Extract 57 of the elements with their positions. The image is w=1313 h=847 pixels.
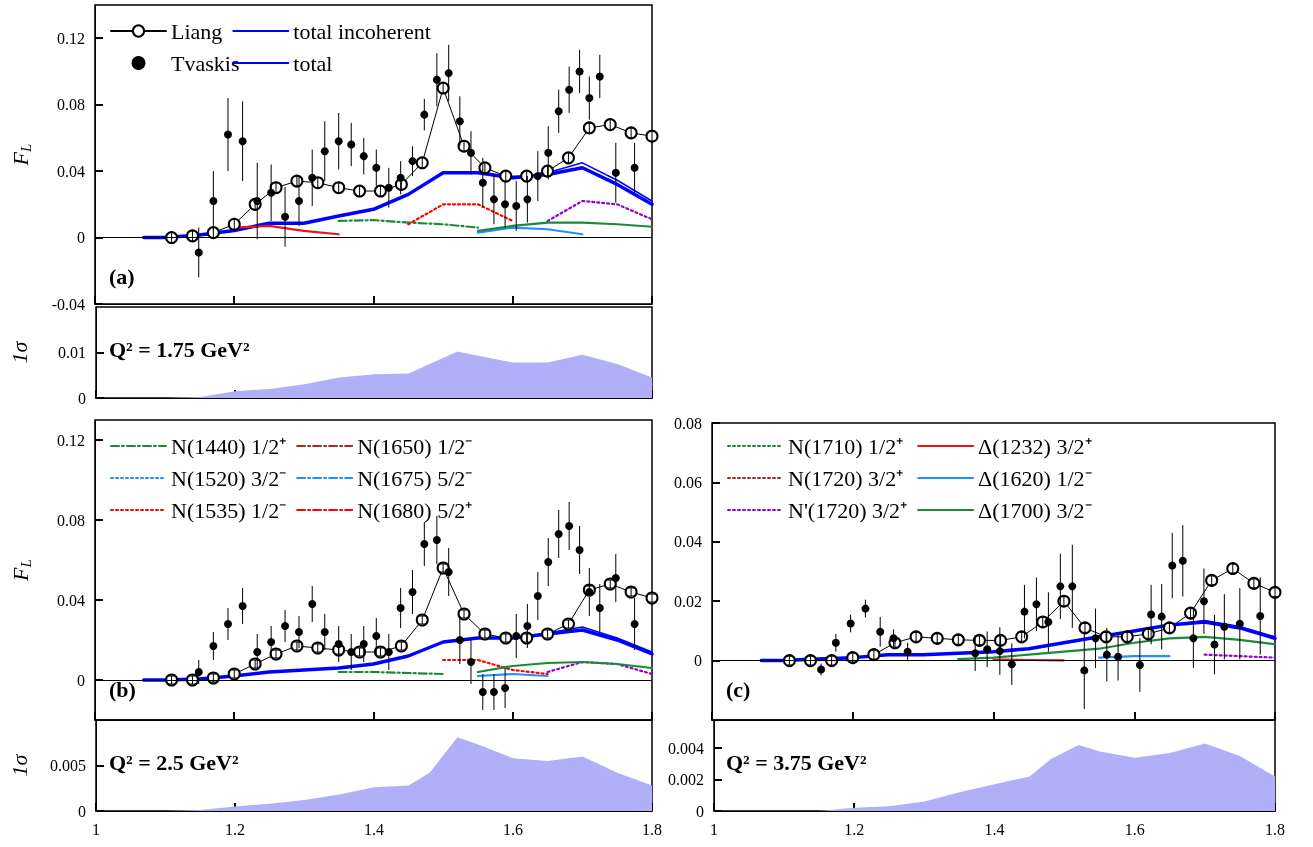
y-tick-label: 0.004 [668, 739, 704, 757]
y-tick-label: 0 [694, 652, 702, 670]
y-axis-title: 1σ [6, 340, 32, 364]
legend-label: N(1440) 1/2⁺ [171, 433, 287, 459]
y-tick-label: 0 [696, 802, 704, 820]
x-tick-label: 1 [710, 820, 718, 838]
legend-label: total incoherent [293, 18, 431, 44]
legend-label: N(1535) 1/2⁻ [171, 497, 287, 523]
y-tick-label: 0.04 [674, 533, 702, 551]
legend-label: total [293, 50, 333, 76]
y-tick-label: 0.12 [57, 29, 85, 47]
annotation: (b) [109, 676, 136, 702]
x-tick-label: 1.2 [225, 820, 245, 838]
y-tick-label: 0.002 [668, 771, 704, 789]
x-tick-label: 1.6 [503, 820, 523, 838]
legend-label: N(1710) 1/2⁺ [788, 433, 904, 459]
y-tick-label: -0.04 [51, 295, 85, 313]
legend-label: Tvaskis [171, 50, 240, 76]
legend-label: N(1520) 3/2⁻ [171, 465, 287, 491]
y-axis-title: 1σ [6, 753, 32, 777]
annotation: Q² = 2.5 GeV² [109, 750, 240, 775]
y-tick-label: 0.01 [58, 344, 86, 361]
y-tick-label: 0.04 [57, 591, 85, 609]
legend-label: N(1680) 5/2⁺ [357, 497, 473, 523]
x-tick-label: 1 [92, 820, 100, 838]
annotation: Q² = 1.75 GeV² [109, 337, 251, 362]
y-tick-label: 0.08 [57, 96, 85, 114]
y-tick-label: 0 [78, 389, 86, 407]
x-tick-label: 1.8 [1265, 820, 1285, 838]
annotation: (a) [109, 263, 135, 289]
legend-label: N(1650) 1/2⁻ [357, 433, 473, 459]
y-tick-label: 0.08 [57, 511, 85, 529]
legend-label: Liang [171, 18, 223, 44]
y-tick-label: 0 [77, 229, 85, 247]
y-tick-label: 0.06 [674, 473, 702, 491]
y-tick-label: 0.12 [57, 431, 85, 449]
y-tick-label: 0.08 [674, 414, 702, 432]
y-tick-label: 0.02 [674, 592, 702, 610]
legend-label: Δ(1700) 3/2⁻ [978, 497, 1092, 523]
x-tick-label: 1.8 [642, 820, 662, 838]
legend-label: Δ(1620) 1/2⁻ [978, 465, 1092, 491]
y-tick-label: 0.04 [57, 162, 85, 180]
x-tick-label: 1.2 [844, 820, 865, 838]
legend-label: Δ(1232) 3/2⁺ [978, 433, 1092, 459]
legend-label: N(1675) 5/2⁻ [357, 465, 473, 491]
y-tick-label: 0 [77, 671, 85, 689]
legend-label: N'(1720) 3/2⁺ [788, 497, 908, 523]
y-axis-title: FL [8, 559, 34, 582]
legend-label: N(1720) 3/2⁺ [788, 465, 904, 491]
y-axis-title: FL [8, 143, 34, 167]
y-tick-label: 0 [78, 802, 86, 820]
x-tick-label: 1.6 [1124, 820, 1145, 838]
x-tick-label: 1.4 [984, 820, 1005, 838]
annotation: Q² = 3.75 GeV² [726, 750, 868, 775]
annotation: (c) [726, 676, 751, 702]
x-tick-label: 1.4 [364, 820, 384, 838]
y-tick-label: 0.005 [50, 757, 86, 774]
